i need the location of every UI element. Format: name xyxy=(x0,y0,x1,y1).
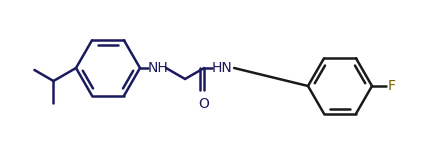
Text: HN: HN xyxy=(212,61,233,75)
Text: F: F xyxy=(388,79,396,93)
Text: O: O xyxy=(199,97,209,111)
Text: NH: NH xyxy=(148,61,169,75)
